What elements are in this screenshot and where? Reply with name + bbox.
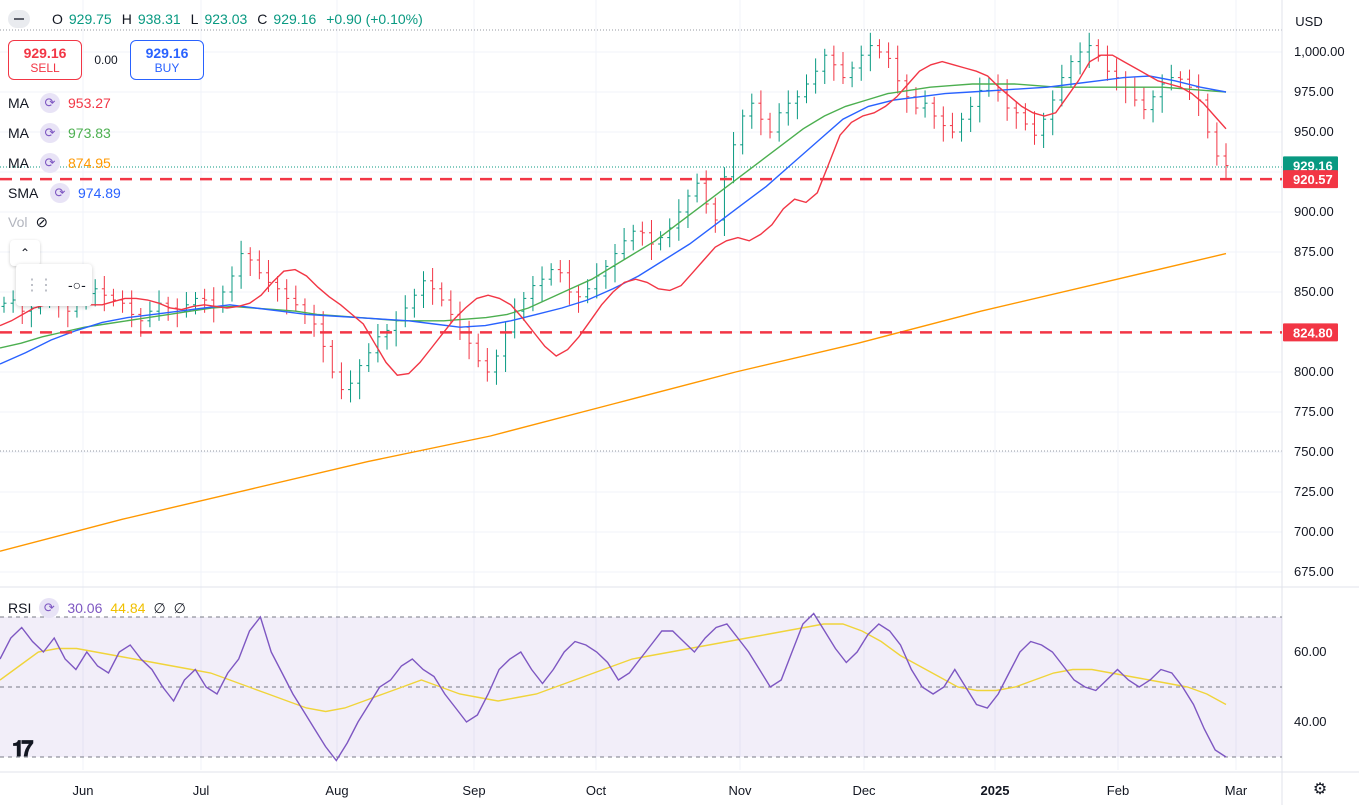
price-label-text: 929.16 [1293,158,1333,173]
indicator-name: MA [8,125,29,141]
y-tick-label: 1,000.00 [1294,44,1345,59]
low-value: 923.03 [204,11,248,27]
buy-button[interactable]: 929.16 BUY [130,40,204,80]
x-tick-label: Oct [586,783,607,798]
refresh-circle-icon[interactable]: ⟳ [39,598,60,618]
trade-panel: 929.16 SELL 0.00 929.16 BUY [8,40,204,80]
grip-icon[interactable]: ⋮⋮ [24,277,54,294]
high-value: 938.31 [137,11,181,27]
indicator-value: 874.95 [68,155,111,171]
x-tick-label: Feb [1107,783,1129,798]
indicator-ma-1[interactable]: MA ⟳ 953.27 [8,93,111,113]
rsi-line [0,612,1227,762]
indicator-name: SMA [8,185,39,201]
indicator-value: 973.83 [68,125,111,141]
indicator-name: MA [8,155,29,171]
y-tick-label: 675.00 [1294,564,1334,579]
chevron-up-icon[interactable]: ⌃ [10,240,40,266]
y-tick-label: 725.00 [1294,484,1334,499]
y-tick-label: 850.00 [1294,284,1334,299]
close-label: C [257,11,268,27]
line-tool-icon[interactable]: -○- [68,277,86,293]
refresh-circle-icon[interactable]: ⟳ [40,93,60,113]
rsi-legend: RSI ⟳ 30.06 44.84 ∅ ∅ [8,598,186,618]
ma-fast-line [0,54,1227,376]
x-tick-label: Jun [73,783,94,798]
indicator-vol[interactable]: Vol ⊘ [8,213,48,231]
indicator-value: 974.89 [78,185,121,201]
open-value: 929.75 [68,11,112,27]
drawing-toolbar[interactable]: ⋮⋮ -○- [16,264,92,306]
x-tick-label: Nov [728,783,752,798]
indicator-name: Vol [8,214,28,230]
x-tick-label: Sep [462,783,485,798]
spread-value: 0.00 [94,53,118,67]
buy-price: 929.16 [145,45,189,61]
indicator-sma[interactable]: SMA ⟳ 974.89 [8,183,121,203]
ma-slow-line [0,83,1227,349]
change-value: +0.90 (+0.10%) [326,11,423,27]
price-label-box [1283,156,1338,175]
refresh-circle-icon[interactable]: ⟳ [50,183,70,203]
x-tick-label: Aug [325,783,348,798]
rsi-tick-label: 60.00 [1294,644,1327,659]
price-label-text: 920.57 [1293,172,1333,187]
tradingview-logo[interactable]: 𝟏𝟕 [12,736,34,761]
rsi-extra-2: ∅ [173,599,186,616]
indicator-value: 953.27 [68,95,111,111]
y-tick-label: 950.00 [1294,124,1334,139]
refresh-circle-icon[interactable]: ⟳ [40,153,60,173]
gear-icon[interactable]: ⚙ [1312,781,1328,798]
y-tick-label: 750.00 [1294,444,1334,459]
menu-icon[interactable] [8,10,30,28]
buy-label: BUY [154,61,180,75]
rsi-ma-value: 44.84 [110,600,146,616]
sma-line [0,75,1227,365]
open-label: O [52,11,63,27]
x-tick-label: Mar [1225,783,1248,798]
price-label-box [1283,323,1338,342]
ohlc-legend: O 929.75 H 938.31 L 923.03 C 929.16 +0.90 (+… [8,10,427,28]
high-label: H [121,11,132,27]
price-label-box [1283,170,1338,189]
ma-long-line [0,252,1227,552]
refresh-circle-icon[interactable]: ⟳ [40,123,60,143]
close-value: 929.16 [273,11,317,27]
y-tick-label: 700.00 [1294,524,1334,539]
rsi-tick-label: 40.00 [1294,714,1327,729]
sell-button[interactable]: 929.16 SELL [8,40,82,80]
indicator-name: MA [8,95,29,111]
sell-price: 929.16 [23,45,67,61]
x-tick-label: Dec [852,783,876,798]
low-label: L [190,11,199,27]
y-tick-label: 775.00 [1294,404,1334,419]
currency-label[interactable]: USD [1295,13,1323,29]
y-tick-label: 975.00 [1294,84,1334,99]
rsi-ma-line [0,623,1227,713]
rsi-value: 30.06 [67,600,103,616]
sell-label: SELL [30,61,60,75]
y-tick-label: 800.00 [1294,364,1334,379]
rsi-name: RSI [8,600,32,616]
indicator-ma-3[interactable]: MA ⟳ 874.95 [8,153,111,173]
y-tick-label: 900.00 [1294,204,1334,219]
rsi-extra-1: ∅ [153,599,166,616]
x-tick-label: Jul [193,783,210,798]
price-label-text: 824.80 [1293,325,1333,340]
y-tick-label: 875.00 [1294,244,1334,259]
eye-slash-icon[interactable]: ⊘ [35,214,49,231]
x-tick-label: 2025 [981,783,1010,798]
indicator-ma-2[interactable]: MA ⟳ 973.83 [8,123,111,143]
